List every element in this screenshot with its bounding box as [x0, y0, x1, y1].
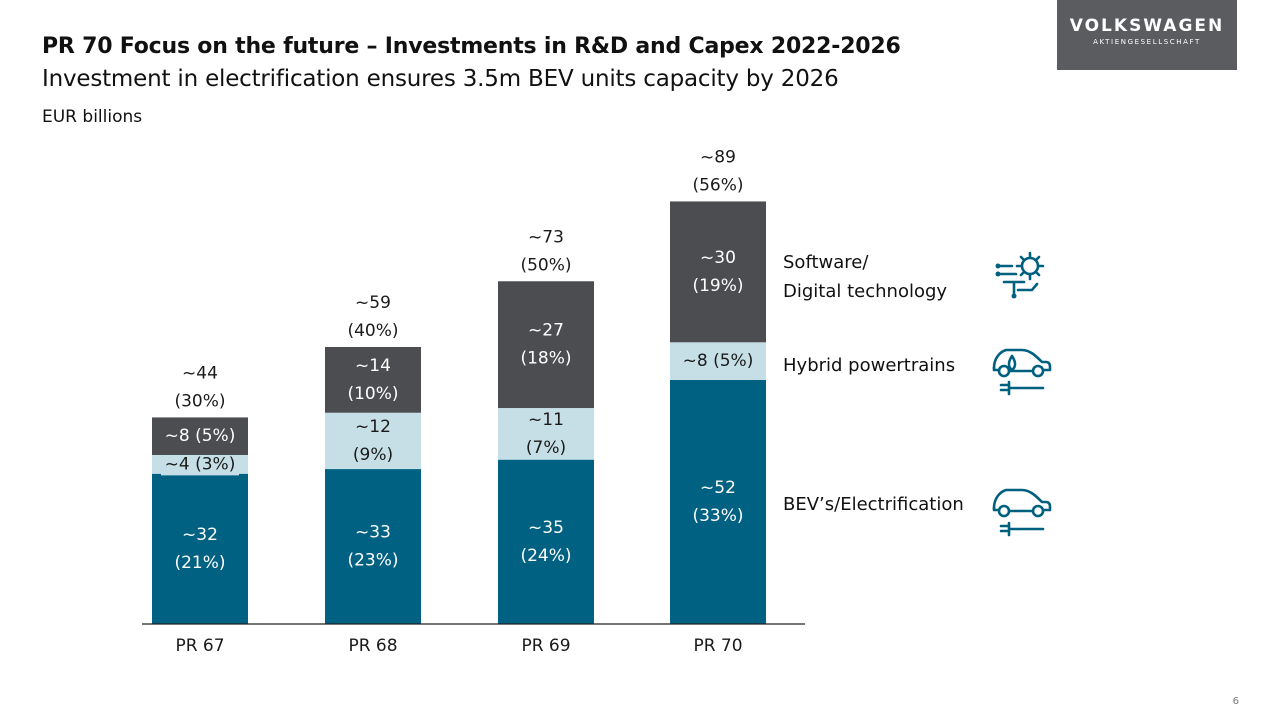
- total-label-3-line-2: (50%): [520, 255, 571, 275]
- data-label-software-4-line-2: (19%): [692, 276, 743, 296]
- total-label-2-line-1: ~59: [355, 293, 391, 313]
- data-label-software-1-line-1: ~8 (5%): [165, 426, 236, 446]
- bar-bev-pr-68: [325, 469, 421, 624]
- data-label-hybrid-3-line-2: (7%): [526, 438, 566, 458]
- volkswagen-logo: VOLKSWAGEN AKTIENGESELLSCHAFT: [1057, 0, 1237, 70]
- total-label-4-line-2: (56%): [692, 175, 743, 195]
- label-bg-hybrid-1: [161, 453, 239, 476]
- data-label-bev-2-line-1: ~33: [355, 523, 391, 543]
- legend-software-line-1: Software/: [783, 252, 869, 273]
- data-label-hybrid-1-line-1: ~4 (3%): [165, 454, 236, 474]
- bar-software-pr-67: [152, 417, 248, 455]
- total-label-1-line-2: (30%): [174, 391, 225, 411]
- data-label-software-4-line-1: ~30: [700, 248, 736, 268]
- legend-bev-label: BEV’s/Electrification: [783, 490, 964, 519]
- bar-software-pr-70: [670, 201, 766, 343]
- data-label-bev-3-line-2: (24%): [520, 546, 571, 566]
- bar-hybrid-pr-69: [498, 408, 594, 460]
- data-label-hybrid-2-line-1: ~12: [355, 417, 391, 437]
- legend-hybrid-line-1: Hybrid powertrains: [783, 355, 956, 376]
- data-label-software-2-line-1: ~14: [355, 356, 391, 376]
- data-label-bev-4-line-2: (33%): [692, 506, 743, 526]
- data-label-bev-2-line-2: (23%): [347, 551, 398, 571]
- total-label-4-line-1: ~89: [700, 147, 736, 167]
- bar-hybrid-pr-68: [325, 412, 421, 470]
- x-tick-label-4: PR 70: [693, 636, 742, 656]
- legend-hybrid-label: Hybrid powertrains: [783, 351, 955, 380]
- data-label-bev-1-line-2: (21%): [174, 553, 225, 573]
- data-label-hybrid-4-line-1: ~8 (5%): [683, 351, 754, 371]
- bar-bev-pr-70: [670, 379, 766, 624]
- x-tick-label-1: PR 67: [175, 636, 224, 656]
- data-label-bev-3-line-1: ~35: [528, 518, 564, 538]
- x-tick-label-3: PR 69: [521, 636, 570, 656]
- legend-software-label: Software/ Digital technology: [783, 248, 947, 306]
- data-label-hybrid-2-line-2: (9%): [353, 445, 393, 465]
- bar-software-pr-68: [325, 346, 421, 413]
- bar-bev-pr-69: [498, 459, 594, 624]
- hybrid-car-icon: [992, 348, 1052, 396]
- electric-car-icon: [992, 488, 1052, 537]
- data-label-bev-4-line-1: ~52: [700, 478, 736, 498]
- x-tick-label-2: PR 68: [348, 636, 397, 656]
- bar-hybrid-pr-70: [670, 342, 766, 380]
- page-title: PR 70 Focus on the future – Investments …: [42, 34, 901, 59]
- page-number: 6: [1232, 696, 1239, 707]
- logo-tagline: AKTIENGESELLSCHAFT: [1093, 38, 1201, 46]
- total-label-1-line-1: ~44: [182, 363, 218, 383]
- bar-bev-pr-67: [152, 473, 248, 624]
- logo-name: VOLKSWAGEN: [1069, 16, 1225, 36]
- data-label-software-3-line-1: ~27: [528, 321, 564, 341]
- data-label-software-2-line-2: (10%): [347, 384, 398, 404]
- gear-circuit-icon: [995, 251, 1045, 299]
- data-label-bev-1-line-1: ~32: [182, 525, 218, 545]
- legend-bev-line-1: BEV’s/Electrification: [783, 494, 964, 515]
- data-label-software-3-line-2: (18%): [520, 349, 571, 369]
- data-label-hybrid-3-line-1: ~11: [528, 410, 564, 430]
- legend-software-line-2: Digital technology: [783, 281, 948, 302]
- unit-label: EUR billions: [42, 107, 143, 127]
- total-label-2-line-2: (40%): [347, 321, 398, 341]
- bar-software-pr-69: [498, 281, 594, 409]
- total-label-3-line-1: ~73: [528, 227, 564, 247]
- page-subtitle: Investment in electrification ensures 3.…: [42, 66, 839, 92]
